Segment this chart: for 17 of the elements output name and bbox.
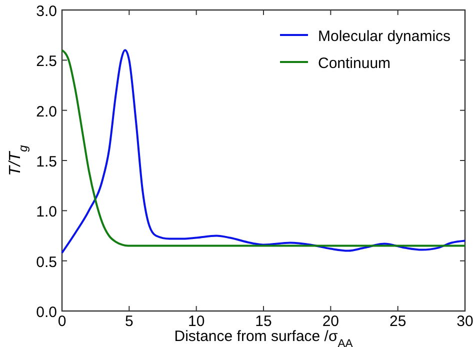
x-tick-label: 20 xyxy=(322,313,340,330)
legend-label: Molecular dynamics xyxy=(318,28,451,45)
x-tick-label: 0 xyxy=(58,313,66,330)
x-tick-label: 5 xyxy=(124,313,134,330)
legend-label: Continuum xyxy=(318,55,391,72)
y-tick-label: 0.0 xyxy=(36,304,57,321)
y-tick-label: 1.5 xyxy=(36,154,57,170)
x-tick-label: 30 xyxy=(456,313,474,330)
x-tick-label: 15 xyxy=(255,313,272,330)
y-tick-label: 0.5 xyxy=(36,254,57,271)
y-tick-label: 3.0 xyxy=(36,3,57,20)
x-tick-label: 25 xyxy=(389,313,406,330)
y-tick-label: 2.0 xyxy=(36,103,57,120)
y-tick-label: 2.5 xyxy=(36,53,57,70)
y-tick-label: 1.0 xyxy=(36,204,57,221)
x-axis-title: Distance from surface /σ$_{AA}$ xyxy=(174,328,354,347)
x-tick-label: 10 xyxy=(188,313,205,330)
